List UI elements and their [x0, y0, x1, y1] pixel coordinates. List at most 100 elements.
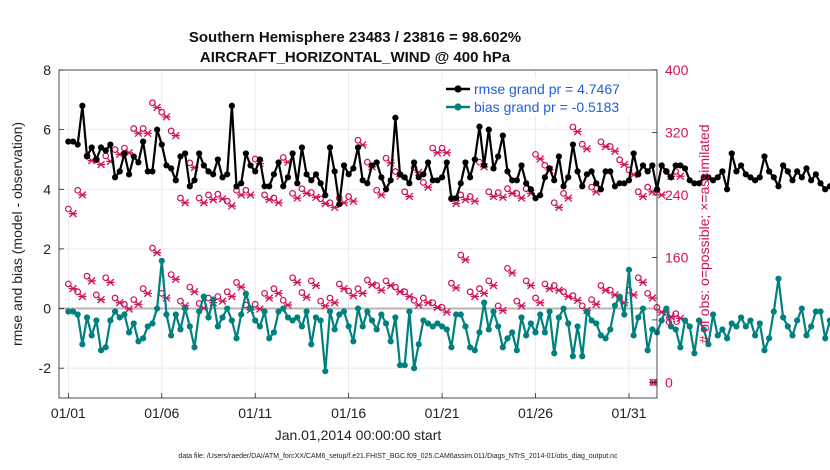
obs-assimilated-point: [171, 275, 180, 284]
series-point: [546, 165, 553, 172]
obs-possible-point: [504, 264, 511, 272]
obs-assimilated-point: [87, 276, 96, 285]
series-point: [410, 365, 418, 372]
series-point: [125, 171, 133, 178]
series-point: [518, 162, 525, 169]
series-point: [462, 323, 469, 330]
obs-possible-point: [177, 194, 184, 202]
obs-assimilated-point: [564, 194, 573, 202]
obs-assimilated-point: [190, 287, 199, 296]
obs-possible-point: [205, 191, 212, 199]
series-point: [518, 314, 525, 321]
obs-assimilated-point: [592, 300, 601, 309]
obs-possible-point: [382, 154, 390, 162]
obs-assimilated-point: [423, 183, 433, 192]
series-point: [266, 183, 273, 190]
series-point: [457, 311, 464, 318]
obs-assimilated-point: [554, 203, 563, 212]
obs-possible-point: [672, 310, 680, 318]
obs-possible-point: [130, 296, 138, 304]
series-point: [111, 308, 119, 315]
obs-possible-point: [616, 156, 624, 164]
obs-possible-point: [485, 277, 493, 285]
series-point: [79, 341, 86, 348]
obs-assimilated-point: [638, 192, 648, 201]
obs-assimilated-point: [339, 284, 349, 293]
series-point: [158, 257, 165, 264]
series-point: [186, 323, 193, 330]
obs-possible-point: [298, 289, 306, 296]
series-point: [471, 347, 478, 354]
obs-assimilated-point: [227, 292, 236, 301]
series-point: [635, 171, 642, 178]
obs-assimilated-point: [330, 298, 339, 307]
series-point: [102, 147, 109, 154]
obs-assimilated-point: [218, 194, 227, 203]
obs-possible-point: [466, 288, 474, 296]
series-point: [448, 344, 455, 351]
obs-possible-point: [373, 282, 381, 289]
obs-assimilated-point: [311, 193, 321, 202]
obs-assimilated-point: [274, 289, 283, 298]
obs-assimilated-point: [209, 195, 218, 204]
series-point: [560, 183, 567, 190]
series-point: [401, 174, 408, 181]
series-point: [551, 350, 558, 357]
series-point: [663, 168, 670, 175]
series-point: [116, 314, 123, 321]
series-point: [298, 144, 306, 151]
series-point: [74, 141, 81, 148]
obs-assimilated-point: [321, 301, 330, 310]
series-point: [770, 308, 777, 315]
series-point: [686, 177, 693, 184]
obs-assimilated-point: [377, 286, 386, 295]
obs-assimilated-point: [536, 155, 545, 163]
series-point: [481, 162, 488, 169]
series-point: [387, 338, 394, 345]
series-point: [154, 126, 161, 133]
series-point: [490, 308, 497, 315]
series-point: [709, 311, 717, 318]
obs-assimilated-point: [601, 286, 610, 295]
series-point: [275, 159, 282, 166]
series-point: [481, 299, 488, 306]
obs-possible-point: [634, 188, 642, 196]
series-point: [677, 344, 684, 351]
obs-possible-point: [363, 276, 371, 284]
obs-possible-point: [504, 185, 511, 193]
series-point: [294, 180, 301, 187]
series-point: [177, 326, 184, 333]
series-point: [364, 308, 371, 315]
series-point: [378, 174, 385, 181]
series-point: [420, 317, 427, 324]
series-point: [139, 335, 147, 342]
obs-possible-point: [345, 193, 353, 200]
series-point: [434, 177, 441, 184]
series-point: [336, 201, 343, 208]
series-point: [443, 159, 450, 166]
series-point: [677, 162, 684, 169]
series-point: [625, 266, 633, 273]
series-point: [200, 162, 207, 169]
obs-possible-point: [578, 140, 586, 148]
series-point: [728, 320, 735, 327]
series-point: [378, 311, 385, 318]
series-point: [705, 174, 712, 181]
series-point: [798, 305, 805, 312]
obs-assimilated-point: [302, 189, 311, 198]
series-point: [266, 335, 273, 342]
series-point: [509, 329, 516, 336]
series-point: [130, 320, 137, 327]
series-point: [817, 308, 824, 315]
series-point: [579, 353, 586, 360]
series-point: [532, 329, 539, 336]
obs-assimilated-point: [480, 289, 489, 298]
series-point: [476, 123, 483, 130]
series-point: [616, 180, 623, 187]
series-point: [438, 174, 446, 181]
series-point: [373, 326, 380, 333]
obs-assimilated-point: [433, 303, 442, 312]
series-line: [68, 259, 830, 373]
series-point: [275, 308, 282, 315]
